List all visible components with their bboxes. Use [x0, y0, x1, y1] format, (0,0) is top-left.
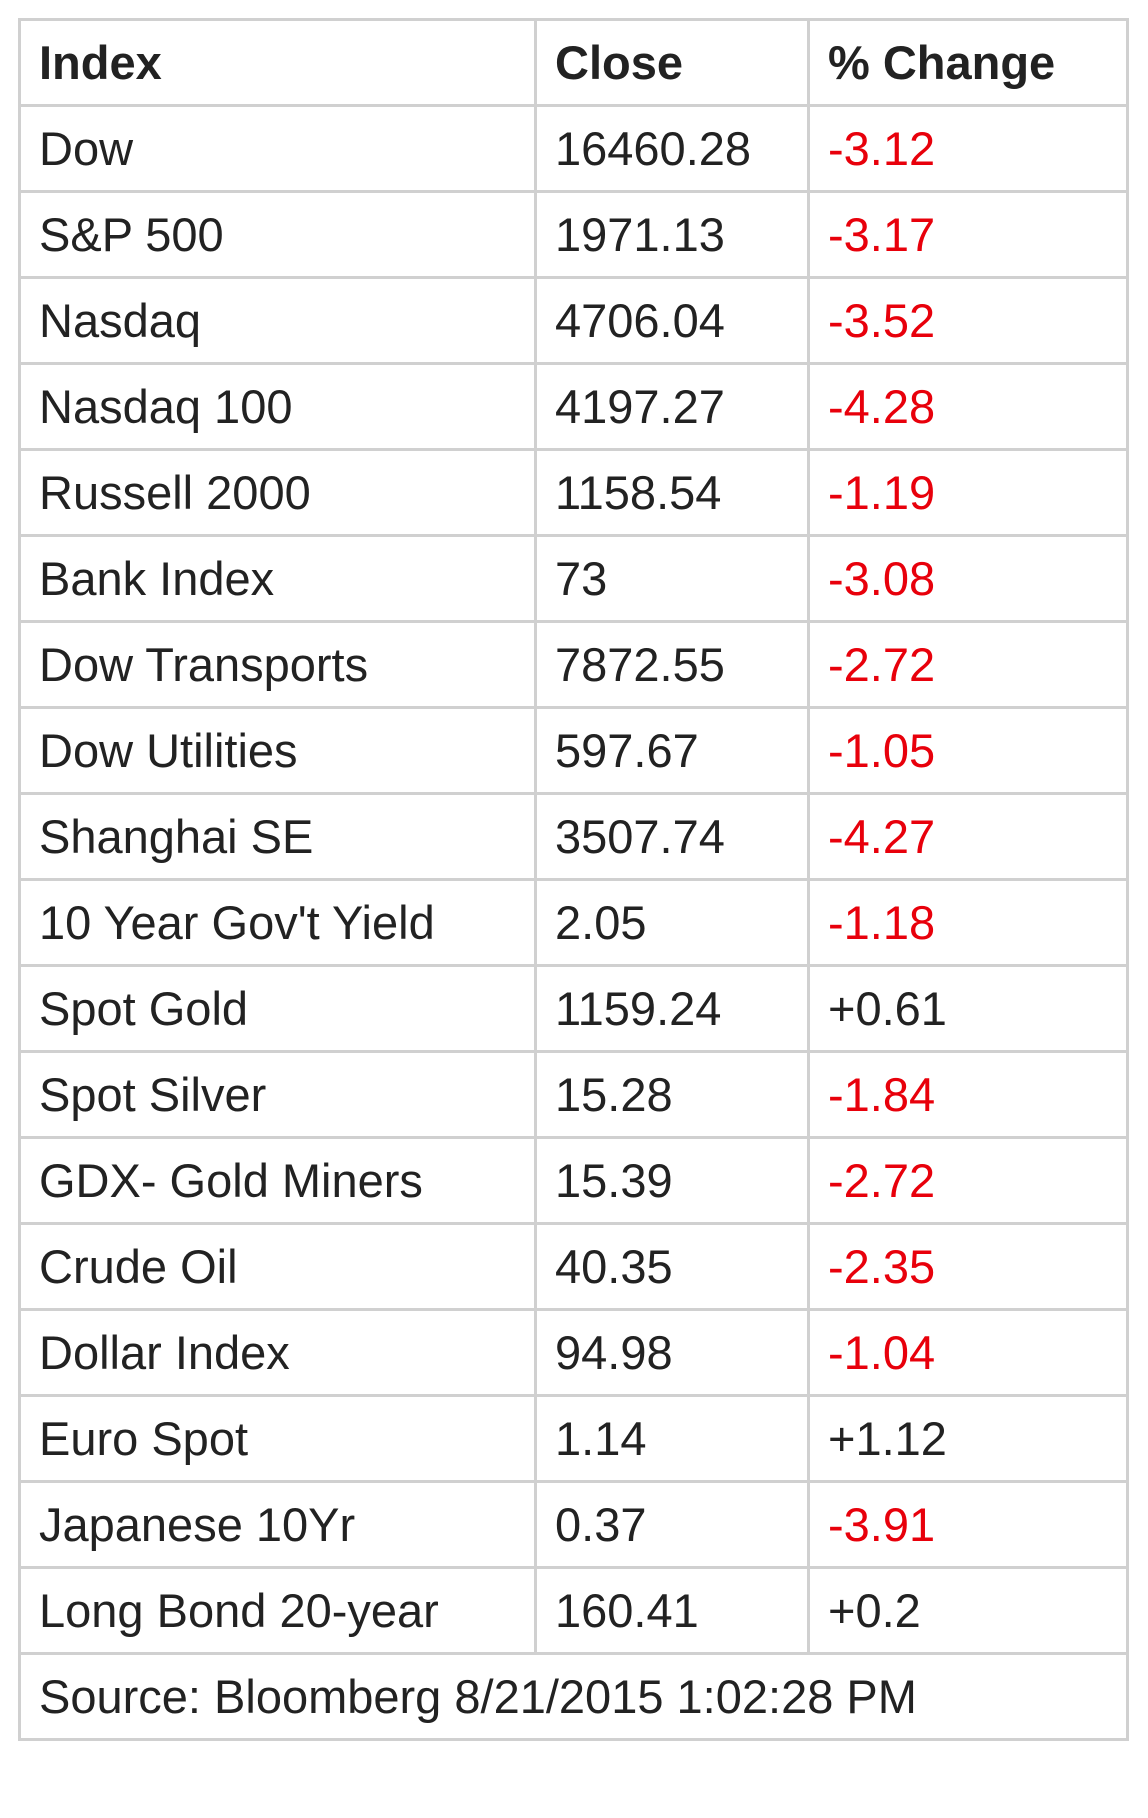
change-value: -2.35 — [807, 1222, 1129, 1311]
table-row: Dow Utilities 597.67 -1.05 — [18, 706, 1129, 795]
change-value: -2.72 — [807, 1136, 1129, 1225]
table-row: 10 Year Gov't Yield 2.05 -1.18 — [18, 878, 1129, 967]
header-cell: Index — [18, 18, 537, 107]
close-value: 160.41 — [534, 1566, 810, 1655]
index-name: Shanghai SE — [18, 792, 537, 881]
close-value: 597.67 — [534, 706, 810, 795]
close-value: 16460.28 — [534, 104, 810, 193]
change-value: -3.17 — [807, 190, 1129, 279]
table-row: Dow Transports 7872.55 -2.72 — [18, 620, 1129, 709]
index-name: Crude Oil — [18, 1222, 537, 1311]
index-name: GDX- Gold Miners — [18, 1136, 537, 1225]
close-value: 15.39 — [534, 1136, 810, 1225]
change-value: +1.12 — [807, 1394, 1129, 1483]
table-row: Dow 16460.28 -3.12 — [18, 104, 1129, 193]
close-value: 73 — [534, 534, 810, 623]
source-note: Source: Bloomberg 8/21/2015 1:02:28 PM — [18, 1652, 1129, 1741]
index-name: Russell 2000 — [18, 448, 537, 537]
table-row: S&P 500 1971.13 -3.17 — [18, 190, 1129, 279]
index-name: Spot Gold — [18, 964, 537, 1053]
index-name: Euro Spot — [18, 1394, 537, 1483]
change-value: +0.2 — [807, 1566, 1129, 1655]
index-name: Dow Transports — [18, 620, 537, 709]
close-value: 4197.27 — [534, 362, 810, 451]
table-row: Bank Index 73 -3.08 — [18, 534, 1129, 623]
close-value: 40.35 — [534, 1222, 810, 1311]
change-value: -1.84 — [807, 1050, 1129, 1139]
close-value: 7872.55 — [534, 620, 810, 709]
index-name: Dow Utilities — [18, 706, 537, 795]
table-row: Russell 2000 1158.54 -1.19 — [18, 448, 1129, 537]
index-name: Long Bond 20-year — [18, 1566, 537, 1655]
index-name: Japanese 10Yr — [18, 1480, 537, 1569]
close-value: 94.98 — [534, 1308, 810, 1397]
change-value: -1.18 — [807, 878, 1129, 967]
table-row: Shanghai SE 3507.74 -4.27 — [18, 792, 1129, 881]
table-row: Japanese 10Yr 0.37 -3.91 — [18, 1480, 1129, 1569]
change-value: -3.52 — [807, 276, 1129, 365]
table-row: Dollar Index 94.98 -1.04 — [18, 1308, 1129, 1397]
header-row: Index Close% Change — [18, 18, 1129, 107]
index-name: Nasdaq 100 — [18, 362, 537, 451]
close-value: 4706.04 — [534, 276, 810, 365]
close-value: 0.37 — [534, 1480, 810, 1569]
index-name: Nasdaq — [18, 276, 537, 365]
header-cell: % Change — [807, 18, 1129, 107]
change-value: -3.12 — [807, 104, 1129, 193]
close-value: 15.28 — [534, 1050, 810, 1139]
table-row: Spot Gold 1159.24 +0.61 — [18, 964, 1129, 1053]
table-row: Euro Spot 1.14 +1.12 — [18, 1394, 1129, 1483]
close-value: 1159.24 — [534, 964, 810, 1053]
index-table: Index Close% Change Dow 16460.28 -3.12 S&P 5… — [18, 18, 1129, 1741]
footer-row: Source: Bloomberg 8/21/2015 1:02:28 PM — [18, 1652, 1129, 1741]
header-cell: Close — [534, 18, 810, 107]
index-name: Bank Index — [18, 534, 537, 623]
index-name: 10 Year Gov't Yield — [18, 878, 537, 967]
table-row: Spot Silver 15.28 -1.84 — [18, 1050, 1129, 1139]
index-name: Spot Silver — [18, 1050, 537, 1139]
index-name: Dollar Index — [18, 1308, 537, 1397]
close-value: 1971.13 — [534, 190, 810, 279]
change-value: -1.04 — [807, 1308, 1129, 1397]
index-name: S&P 500 — [18, 190, 537, 279]
change-value: -3.91 — [807, 1480, 1129, 1569]
change-value: -2.72 — [807, 620, 1129, 709]
change-value: -3.08 — [807, 534, 1129, 623]
table-row: Nasdaq 4706.04 -3.52 — [18, 276, 1129, 365]
change-value: -4.28 — [807, 362, 1129, 451]
table-body: Dow 16460.28 -3.12 S&P 500 1971.13 -3.17 Nasda… — [18, 104, 1129, 1741]
table-row: Nasdaq 100 4197.27 -4.28 — [18, 362, 1129, 451]
table-row: Crude Oil 40.35 -2.35 — [18, 1222, 1129, 1311]
index-name: Dow — [18, 104, 537, 193]
close-value: 3507.74 — [534, 792, 810, 881]
close-value: 2.05 — [534, 878, 810, 967]
change-value: -4.27 — [807, 792, 1129, 881]
table-row: GDX- Gold Miners 15.39 -2.72 — [18, 1136, 1129, 1225]
change-value: -1.19 — [807, 448, 1129, 537]
table-row: Long Bond 20-year 160.41 +0.2 — [18, 1566, 1129, 1655]
change-value: +0.61 — [807, 964, 1129, 1053]
close-value: 1.14 — [534, 1394, 810, 1483]
change-value: -1.05 — [807, 706, 1129, 795]
close-value: 1158.54 — [534, 448, 810, 537]
